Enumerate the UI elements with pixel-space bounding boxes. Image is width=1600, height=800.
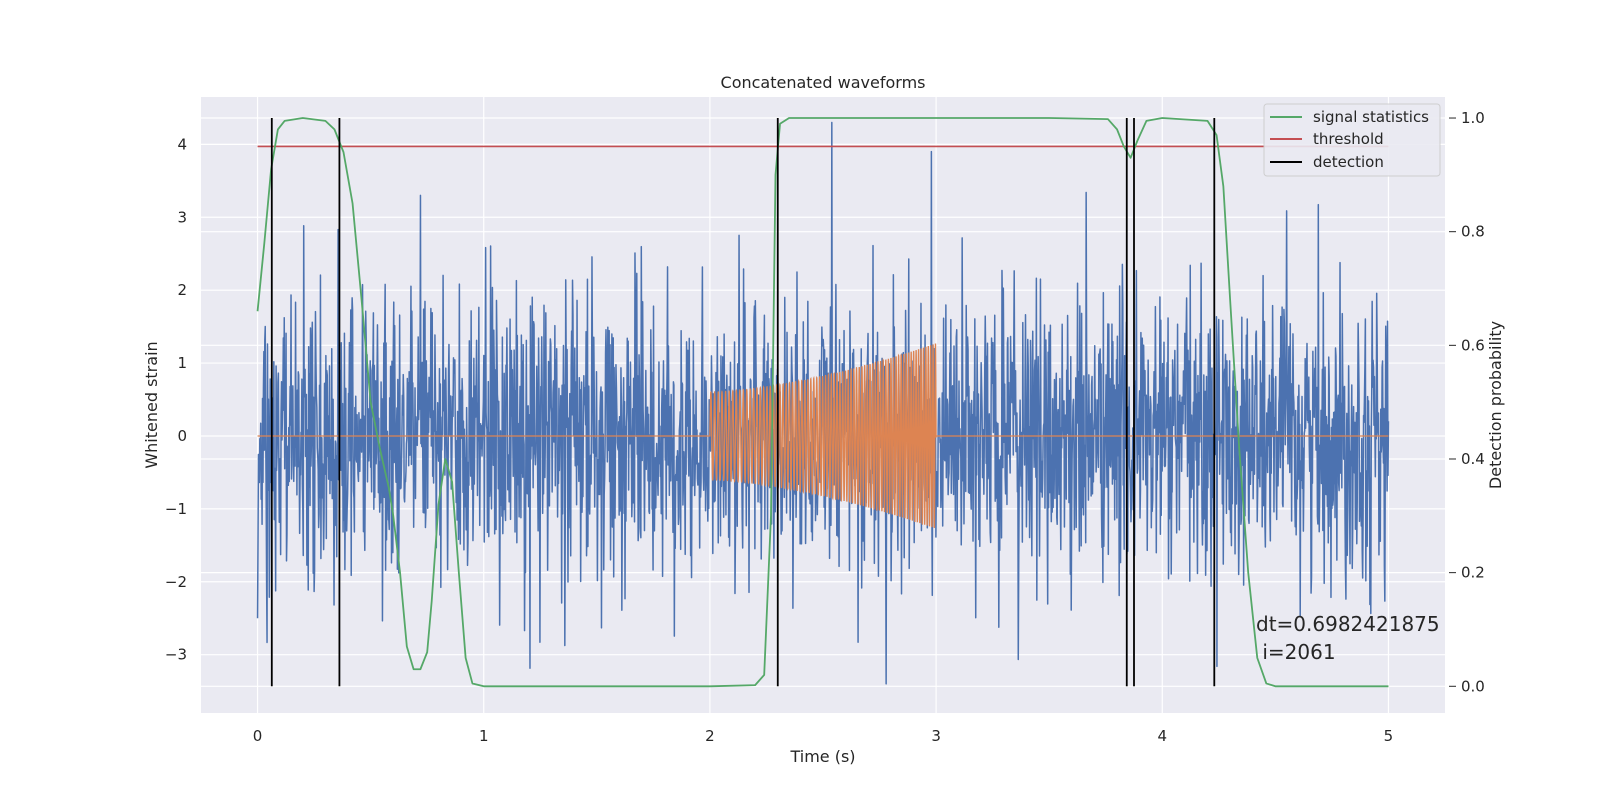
y2-axis-label: Detection probability: [1486, 321, 1505, 489]
x-axis-ticks: 0 1 2 3 4 5: [253, 727, 1393, 745]
y2-axis-ticks: 0.0 0.2 0.4 0.6 0.8 1.0: [1449, 109, 1485, 695]
y2-tick-label: 0.8: [1461, 223, 1485, 241]
x-tick-label: 4: [1157, 727, 1167, 745]
annotation-dt: dt=0.6982421875: [1256, 612, 1440, 636]
y2-tick-label: 0.2: [1461, 564, 1485, 582]
y-axis-label: Whitened strain: [142, 341, 161, 468]
y2-tick-label: 1.0: [1461, 109, 1485, 127]
legend-label-signal-statistics: signal statistics: [1313, 108, 1429, 126]
legend-box: [1263, 103, 1441, 177]
legend-label-detection: detection: [1313, 153, 1384, 171]
y-tick-label: −3: [165, 646, 187, 664]
y-tick-label: 1: [177, 354, 187, 372]
y-tick-label: 3: [177, 208, 187, 226]
y-tick-label: 4: [177, 135, 187, 153]
y-tick-label: −1: [165, 500, 187, 518]
whitened-noise-series: [256, 121, 1390, 685]
y-tick-label: 0: [177, 427, 187, 445]
x-axis-label: Time (s): [789, 747, 855, 766]
signal-statistics-line: [256, 117, 1389, 688]
detection-series: [270, 118, 1216, 687]
y2-tick-label: 0.4: [1461, 450, 1485, 468]
x-tick-label: 3: [931, 727, 941, 745]
x-tick-label: 5: [1384, 727, 1394, 745]
y2-tick-label: 0.6: [1461, 336, 1485, 354]
chart-title: Concatenated waveforms: [721, 73, 926, 92]
y-tick-label: 2: [177, 281, 187, 299]
y-tick-label: −2: [165, 573, 187, 591]
legend-label-threshold: threshold: [1313, 130, 1384, 148]
x-tick-label: 1: [479, 727, 489, 745]
annotation-index: i=2061: [1256, 640, 1336, 664]
whitened-noise-line: [256, 121, 1390, 685]
x-tick-label: 2: [705, 727, 715, 745]
injected-chirp-line: [257, 343, 1389, 529]
x-tick-label: 0: [253, 727, 263, 745]
signal-statistics-series: [256, 117, 1389, 688]
y2-tick-label: 0.0: [1461, 677, 1485, 695]
legend: signal statistics threshold detection: [1263, 103, 1441, 177]
injected-chirp-series: [257, 343, 1389, 529]
y-axis-ticks: −3 −2 −1 0 1 2 3 4: [165, 135, 187, 663]
